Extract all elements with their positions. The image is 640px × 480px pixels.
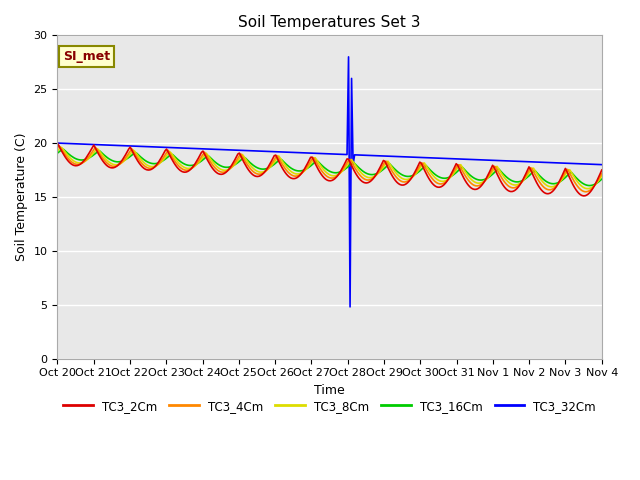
TC3_16Cm bbox=[236, 158, 243, 164]
TC3_32Cm bbox=[216, 146, 223, 152]
TC3_16Cm bbox=[218, 163, 225, 169]
TC3_32Cm bbox=[54, 140, 61, 146]
Legend: TC3_2Cm, TC3_4Cm, TC3_8Cm, TC3_16Cm, TC3_32Cm: TC3_2Cm, TC3_4Cm, TC3_8Cm, TC3_16Cm, TC3… bbox=[58, 395, 601, 417]
TC3_2Cm bbox=[580, 193, 588, 199]
Line: TC3_8Cm: TC3_8Cm bbox=[58, 147, 602, 189]
X-axis label: Time: Time bbox=[314, 384, 345, 397]
TC3_32Cm bbox=[234, 147, 242, 153]
TC3_16Cm bbox=[586, 183, 593, 189]
TC3_8Cm bbox=[236, 156, 243, 162]
TC3_2Cm bbox=[54, 140, 61, 146]
TC3_4Cm bbox=[122, 155, 129, 161]
TC3_8Cm bbox=[122, 156, 129, 162]
TC3_2Cm bbox=[216, 171, 223, 177]
TC3_32Cm bbox=[598, 162, 605, 168]
Y-axis label: Soil Temperature (C): Soil Temperature (C) bbox=[15, 132, 28, 261]
TC3_4Cm bbox=[244, 163, 252, 169]
TC3_16Cm bbox=[293, 168, 301, 174]
TC3_8Cm bbox=[569, 172, 577, 178]
Line: TC3_4Cm: TC3_4Cm bbox=[58, 146, 602, 192]
TC3_8Cm bbox=[598, 173, 605, 179]
TC3_4Cm bbox=[218, 169, 225, 175]
TC3_2Cm bbox=[598, 167, 605, 173]
TC3_4Cm bbox=[581, 189, 589, 194]
TC3_8Cm bbox=[218, 167, 225, 172]
TC3_4Cm bbox=[598, 171, 605, 177]
Text: SI_met: SI_met bbox=[63, 50, 110, 63]
TC3_16Cm bbox=[54, 150, 61, 156]
TC3_16Cm bbox=[122, 156, 129, 162]
TC3_8Cm bbox=[56, 144, 64, 150]
TC3_16Cm bbox=[60, 146, 67, 152]
TC3_16Cm bbox=[569, 171, 577, 177]
TC3_8Cm bbox=[54, 148, 61, 154]
TC3_4Cm bbox=[236, 153, 243, 158]
Title: Soil Temperatures Set 3: Soil Temperatures Set 3 bbox=[238, 15, 421, 30]
TC3_32Cm bbox=[346, 304, 354, 310]
TC3_4Cm bbox=[569, 176, 577, 182]
TC3_2Cm bbox=[243, 165, 251, 170]
TC3_32Cm bbox=[120, 143, 128, 149]
TC3_2Cm bbox=[292, 176, 300, 181]
TC3_4Cm bbox=[54, 145, 61, 151]
TC3_4Cm bbox=[55, 143, 63, 149]
TC3_8Cm bbox=[293, 171, 301, 177]
TC3_16Cm bbox=[598, 176, 605, 182]
TC3_32Cm bbox=[571, 161, 579, 167]
TC3_8Cm bbox=[244, 160, 252, 166]
Line: TC3_32Cm: TC3_32Cm bbox=[58, 57, 602, 307]
TC3_32Cm bbox=[292, 150, 300, 156]
Line: TC3_2Cm: TC3_2Cm bbox=[58, 143, 602, 196]
TC3_4Cm bbox=[293, 173, 301, 179]
TC3_2Cm bbox=[568, 179, 575, 184]
TC3_32Cm bbox=[345, 54, 353, 60]
TC3_2Cm bbox=[234, 151, 242, 157]
TC3_16Cm bbox=[244, 158, 252, 164]
Line: TC3_16Cm: TC3_16Cm bbox=[58, 149, 602, 186]
TC3_32Cm bbox=[243, 148, 251, 154]
TC3_2Cm bbox=[120, 154, 128, 160]
TC3_8Cm bbox=[584, 186, 592, 192]
